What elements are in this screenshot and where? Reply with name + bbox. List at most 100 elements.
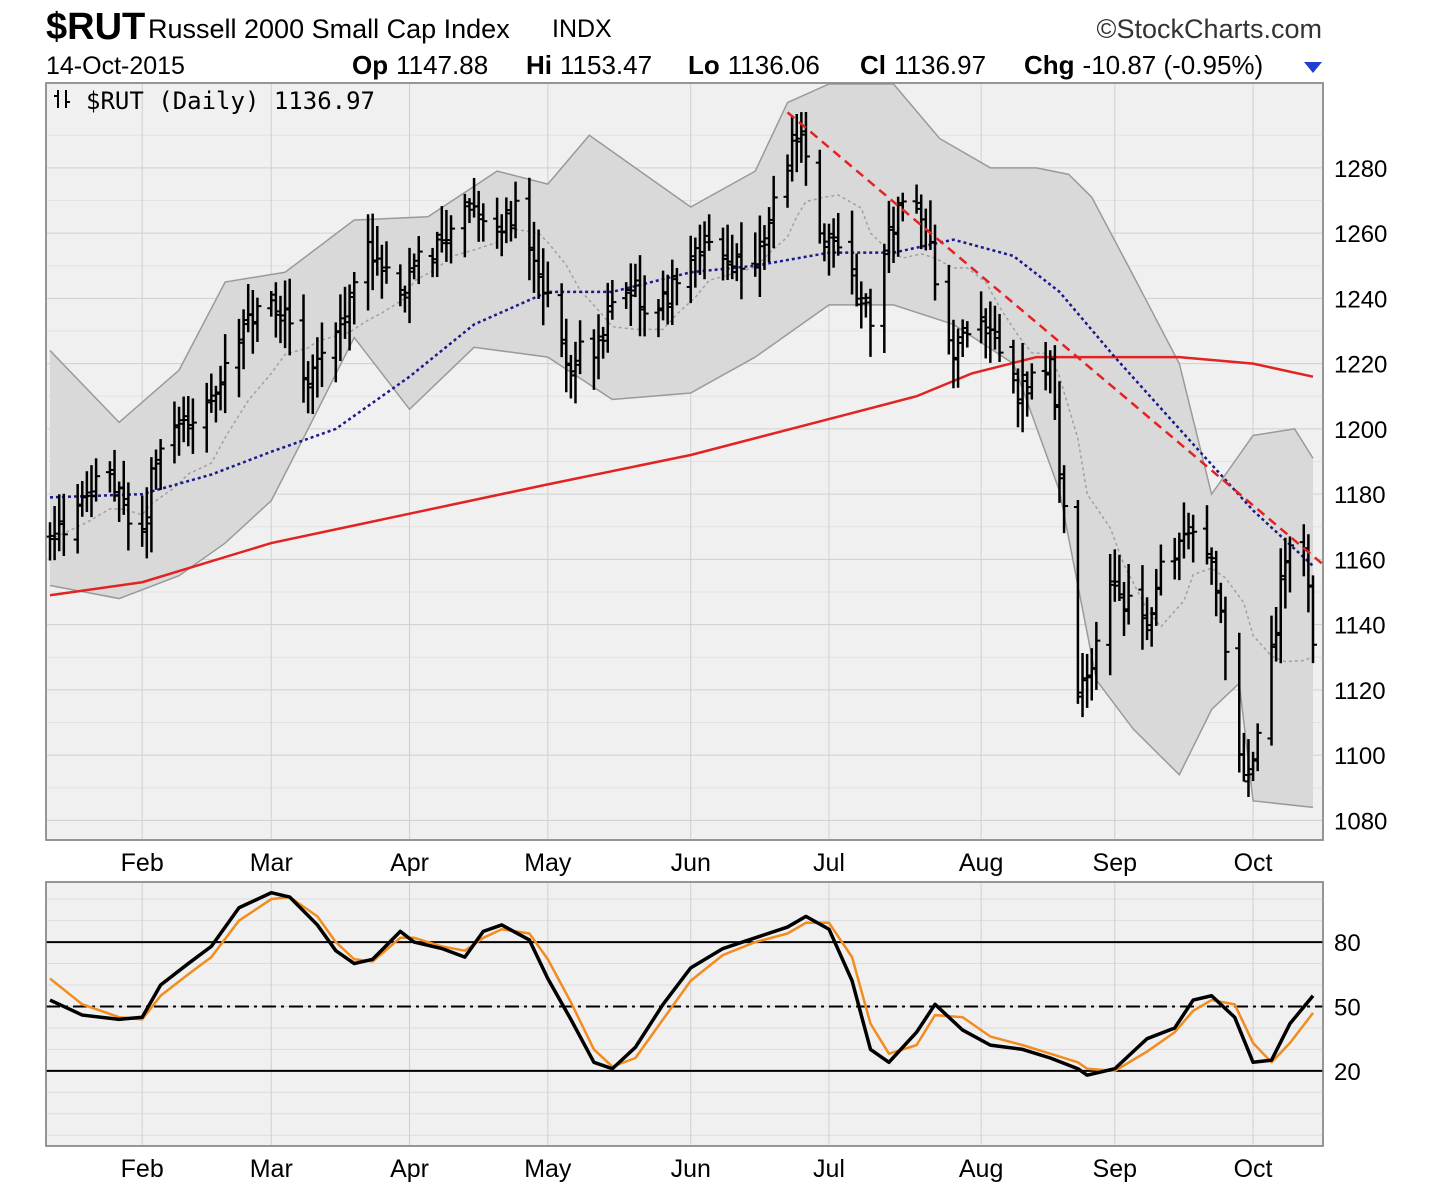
ohlc-bar — [695, 224, 704, 275]
ohlc-bar — [382, 241, 391, 284]
low-quote: Lo 1136.06 — [688, 50, 820, 81]
ohlc-bar — [1249, 751, 1258, 782]
ohlc-bar — [576, 320, 585, 375]
price-y-tick-label: 1180 — [1334, 482, 1386, 509]
stoch-x-tick-label: Oct — [1234, 1155, 1273, 1183]
ohlc-bar — [1050, 345, 1059, 420]
ohlc-bar — [460, 193, 469, 258]
stoch-x-tick-label: Apr — [390, 1155, 429, 1183]
ohlc-bar — [562, 318, 571, 393]
ohlc-bar — [718, 227, 727, 281]
ohlc-bar — [1110, 549, 1119, 602]
price-y-tick-label: 1140 — [1334, 613, 1386, 640]
ohlc-bar — [276, 295, 285, 344]
ohlc-bar — [769, 175, 778, 249]
ohlc-bar — [1244, 739, 1253, 797]
ohlc-bar — [281, 280, 290, 349]
price-y-tick-label: 1160 — [1334, 547, 1386, 574]
ohlc-bar — [981, 308, 990, 359]
ohlc-bar — [1115, 554, 1124, 602]
price-plot-border — [45, 82, 1324, 841]
ohlc-bar — [1212, 550, 1221, 617]
ohlc-bar — [834, 212, 843, 256]
ohlc-bar — [880, 243, 889, 353]
ohlc-bar — [1060, 465, 1069, 534]
ohlc-bar — [801, 112, 810, 186]
ohlc-bar — [1120, 581, 1129, 636]
stoch-x-tick-label: May — [524, 1155, 572, 1183]
ohlc-bar — [755, 215, 764, 297]
open-quote: Op 1147.88 — [352, 50, 488, 81]
ohlc-bar — [728, 234, 737, 280]
ohlc-bar — [852, 253, 861, 307]
ohlc-bar — [797, 112, 806, 163]
ohlc-bar — [995, 313, 1004, 362]
ohlc-bar — [345, 284, 354, 351]
high-quote: Hi 1153.47 — [526, 50, 652, 81]
ohlc-bar — [889, 206, 898, 263]
ohlc-bar — [543, 261, 552, 308]
ohlc-bar — [119, 460, 128, 515]
stoch-y-tick-label: 80 — [1334, 930, 1361, 957]
ohlc-bar — [1078, 653, 1087, 718]
ohlc-bar — [1023, 371, 1032, 417]
price-y-tick-label: 1220 — [1334, 352, 1387, 379]
ohlc-bar — [1106, 553, 1115, 676]
ohlc-bar — [1207, 547, 1216, 585]
ohlc-bar — [723, 224, 732, 281]
stoch-x-tick-label: Aug — [959, 1155, 1003, 1183]
ohlc-bar — [1041, 341, 1050, 391]
open-value: 1147.88 — [396, 50, 489, 80]
ohlc-bar — [179, 396, 188, 443]
ma200-line — [49, 355, 1314, 597]
index-name: Russell 2000 Small Cap Index — [148, 14, 510, 44]
stoch-plot-area — [45, 881, 1324, 1147]
ohlc-bar — [898, 192, 907, 222]
down-arrow-icon — [1304, 62, 1322, 73]
close-label: Cl — [860, 50, 886, 80]
stoch-x-tick-label: Mar — [250, 1155, 293, 1183]
ohlc-bar — [1267, 615, 1276, 746]
ohlc-bar — [1156, 544, 1165, 596]
ohlc-bar — [990, 305, 999, 350]
ohlc-bar — [350, 272, 359, 325]
ohlc-bar — [1216, 582, 1225, 624]
ohlc-bar — [211, 385, 220, 423]
ohlc-bar — [1018, 342, 1027, 433]
ohlc-bar — [912, 184, 921, 214]
ohlc-bar — [299, 294, 308, 403]
ohlc-bar — [493, 197, 502, 249]
ohlc-bar — [571, 341, 580, 404]
price-y-tick-label: 1120 — [1334, 678, 1386, 705]
ohlc-bar — [271, 282, 280, 338]
ohlc-bar — [1152, 568, 1161, 626]
price-x-tick-label: May — [524, 849, 572, 877]
bollinger-upper-line — [49, 83, 1314, 496]
ohlc-bar — [1202, 505, 1211, 565]
ohlc-bar — [954, 328, 963, 388]
ohlc-bar — [442, 209, 451, 262]
ohlc-bar — [534, 229, 543, 300]
ohlc-bar — [705, 214, 714, 251]
ohlc-bar — [1138, 565, 1147, 650]
ohlc-bar — [663, 274, 672, 325]
ohlc-bar — [1083, 653, 1092, 708]
price-panel: 1080 1100 1120 1140 1160 1180 1200 1220 1240 1260… — [45, 82, 1387, 877]
ohlc-bar — [1239, 732, 1248, 782]
ohlc-bar — [599, 326, 608, 359]
price-y-tick-label: 1280 — [1334, 156, 1387, 183]
ohlc-bar — [506, 200, 515, 242]
ohlc-bar — [977, 291, 986, 344]
ohlc-bar — [341, 286, 350, 339]
price-x-tick-label: Apr — [390, 849, 429, 877]
ohlc-bar — [1013, 368, 1022, 428]
change-quote: Chg -10.87 (-0.95%) — [1024, 50, 1263, 81]
ohlc-bar — [737, 222, 746, 300]
close-value: 1136.97 — [894, 50, 987, 80]
brand-logo[interactable]: ©StockCharts.com — [1096, 14, 1322, 44]
ohlc-bar — [331, 322, 340, 383]
ohlc-bar — [557, 283, 566, 358]
ohlc-bar — [156, 438, 165, 490]
stoch-k-line — [49, 890, 1315, 1077]
